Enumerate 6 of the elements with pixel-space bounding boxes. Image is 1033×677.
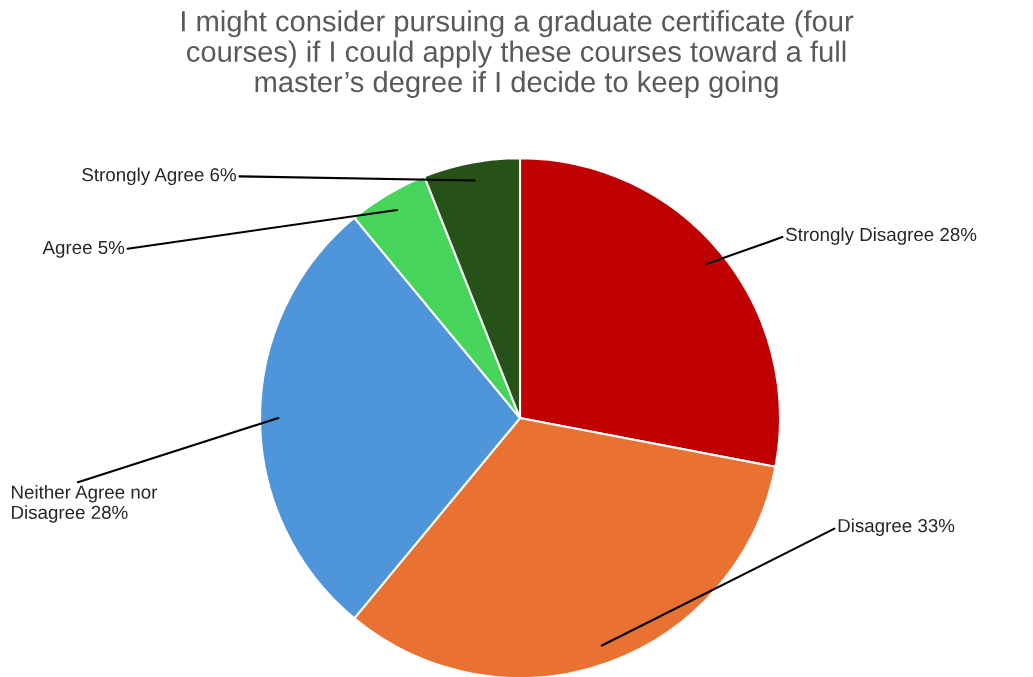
- chart-title: I might consider pursuing a graduate certificate (four courses) if I could apply these courses toward a full master’s degree if I decide to keep going: [182, 10, 854, 99]
- slice-label: Agree 5%: [42, 240, 125, 258]
- slice-label: Neither Agree nor Disagree 28%: [12, 485, 158, 523]
- slice-label: Strongly Disagree 28%: [786, 227, 977, 245]
- slice-label: Disagree 33%: [838, 518, 955, 536]
- slice-label: Strongly Agree 6%: [82, 167, 236, 186]
